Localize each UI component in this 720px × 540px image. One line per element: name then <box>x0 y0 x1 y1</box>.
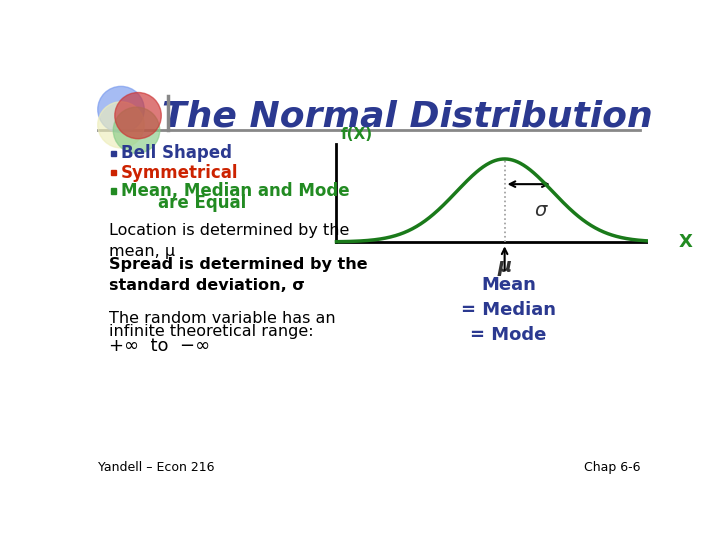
Text: Bell Shaped: Bell Shaped <box>121 144 232 163</box>
Text: The random variable has an: The random variable has an <box>109 311 336 326</box>
Text: Yandell – Econ 216: Yandell – Econ 216 <box>98 462 215 475</box>
Bar <box>111 170 116 176</box>
Text: The Normal Distribution: The Normal Distribution <box>163 99 653 133</box>
Text: Spread is determined by the
standard deviation, σ: Spread is determined by the standard dev… <box>109 257 368 293</box>
Text: f(X): f(X) <box>341 127 372 142</box>
Text: X: X <box>679 233 693 251</box>
Text: Location is determined by the
mean, μ: Location is determined by the mean, μ <box>109 222 350 259</box>
Text: Symmetrical: Symmetrical <box>121 164 238 181</box>
Circle shape <box>98 86 144 132</box>
Bar <box>111 151 116 156</box>
Text: +∞  to  −∞: +∞ to −∞ <box>109 338 210 355</box>
Text: Mean, Median and Mode: Mean, Median and Mode <box>121 182 350 200</box>
Text: μ: μ <box>498 257 512 276</box>
Text: Mean
= Median
= Mode: Mean = Median = Mode <box>461 276 556 344</box>
Circle shape <box>114 92 161 139</box>
Text: Chap 6-6: Chap 6-6 <box>584 462 640 475</box>
Circle shape <box>113 107 160 153</box>
Text: infinite theoretical range:: infinite theoretical range: <box>109 323 314 339</box>
Text: σ: σ <box>534 201 546 220</box>
Text: are Equal: are Equal <box>135 194 246 212</box>
Bar <box>111 188 116 194</box>
Circle shape <box>98 102 144 148</box>
